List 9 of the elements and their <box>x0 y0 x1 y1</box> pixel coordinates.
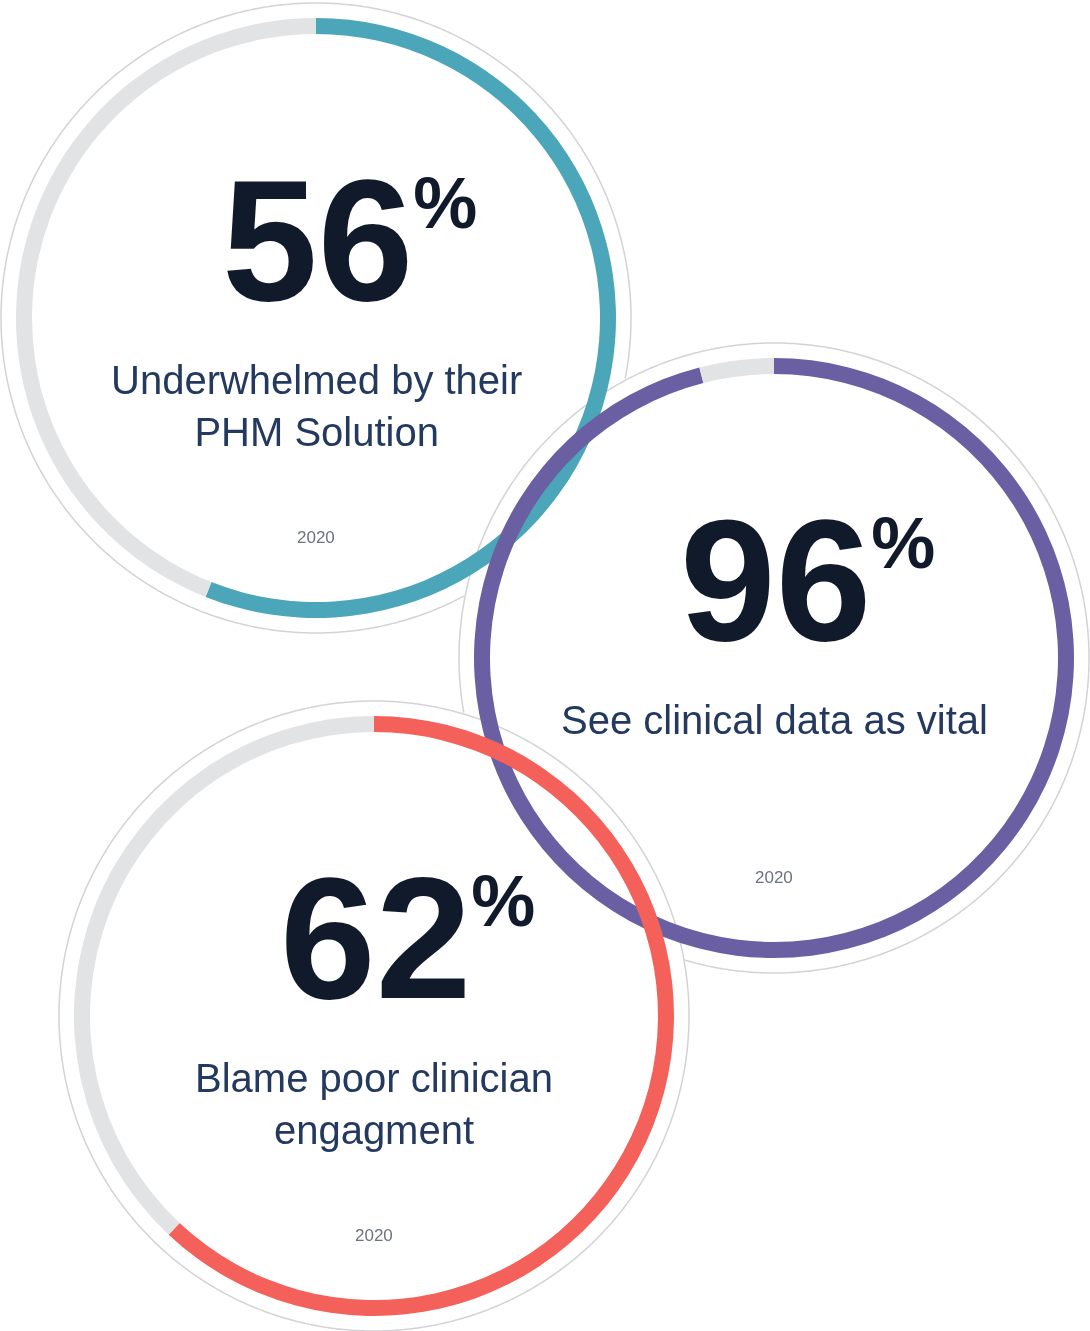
text: 2020 <box>297 528 335 547</box>
text: Underwhelmed by their PHM Solution <box>111 358 523 454</box>
text: Blame poor clinician engagment <box>195 1056 553 1152</box>
data-label: 62$^{%}$ <box>280 842 536 1034</box>
text: See clinical data as vital <box>561 698 988 742</box>
text: 2020 <box>755 868 793 887</box>
data-label: 56$^{%}$ <box>222 144 478 336</box>
text: 2020 <box>355 1226 393 1245</box>
data-label: 96$^{%}$ <box>680 484 936 676</box>
